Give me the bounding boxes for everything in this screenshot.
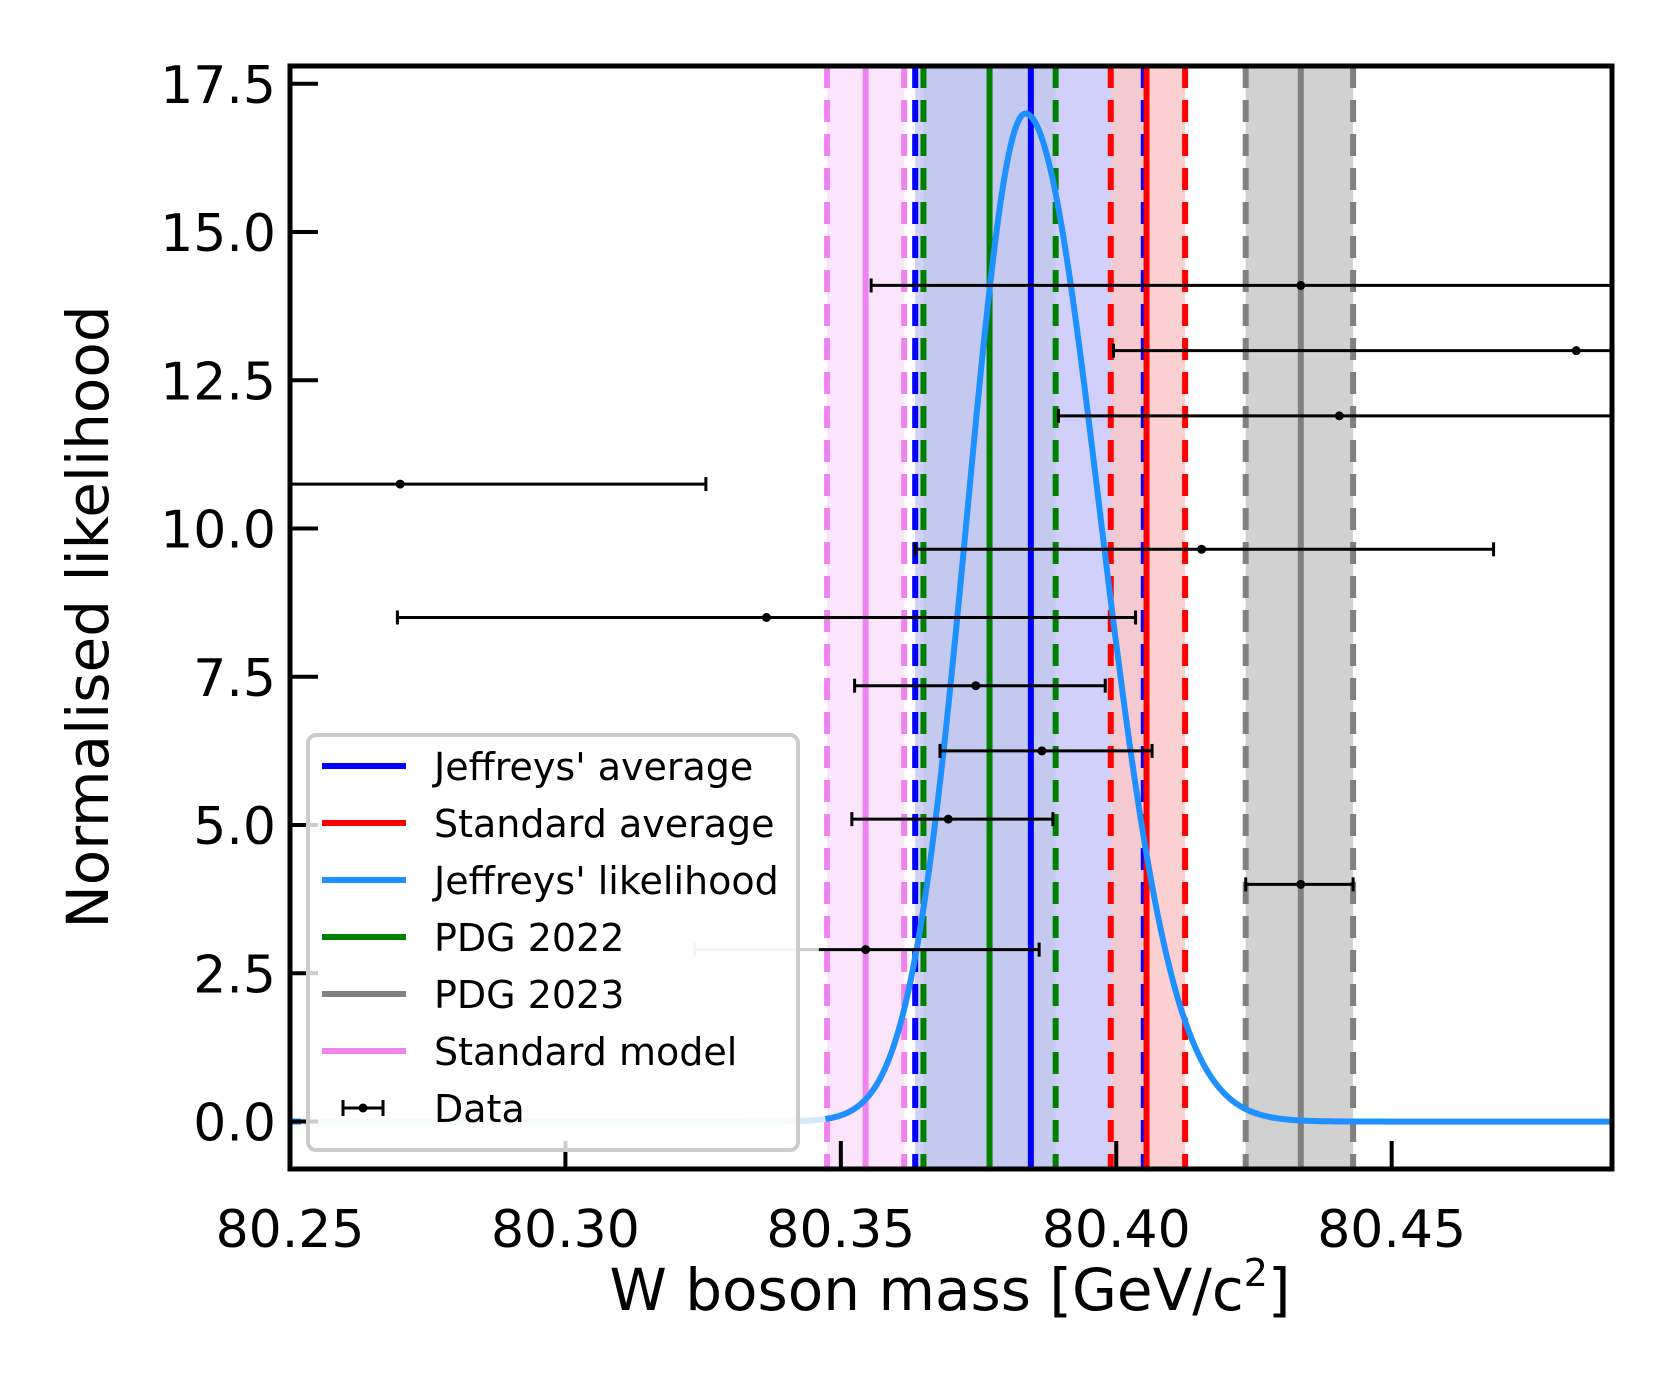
data-point-marker [861,945,871,955]
data-point-9 [850,812,1055,827]
axes: 80.25 80.30 80.35 80.40 80.45 0.0 2.5 5.0 7.5 10.… [160,56,1615,1260]
x-axis-label-superscript: 2 [1244,1251,1268,1295]
y-axis-label: Normalised likelihood [54,305,122,928]
data-point-5 [913,542,1496,557]
data-point-marker [395,479,405,489]
y-tick-label: 2.5 [193,945,276,1005]
y-tick-label: 10.0 [160,501,276,561]
data-points-layer [290,278,1612,957]
data-point-marker [1037,746,1047,756]
legend-label: Standard average [434,802,775,846]
legend-label: PDG 2023 [434,973,624,1017]
x-tick-label: 80.40 [1042,1200,1191,1260]
y-tick-label: 17.5 [160,56,276,116]
data-point-2 [1111,343,1612,358]
y-tick-label: 12.5 [160,352,276,412]
data-point-6 [395,610,1138,625]
data-point-4 [290,477,708,492]
plot-frame [287,63,1615,1172]
data-point-marker [1197,544,1207,554]
data-point-8 [938,743,1154,758]
x-tick-label: 80.25 [216,1200,365,1260]
legend-label: Data [434,1087,525,1131]
likelihood-curve [824,110,1612,1125]
data-point-marker [1571,346,1581,356]
data-point-7 [853,678,1107,693]
data-point-10 [1244,877,1355,892]
legend-entry-jeffreys-average: Jeffreys' average [322,745,753,789]
data-point-marker [761,613,771,622]
legend-entry-standard-average: Standard average [322,802,775,846]
data-point-marker [1296,280,1306,290]
y-tick-label: 5.0 [193,797,276,857]
legend-entry-data: Data [341,1087,525,1131]
legend-errorbar-marker [358,1103,368,1113]
x-tick-label: 80.35 [766,1200,915,1260]
legend-entry-pdg-2022: PDG 2022 [322,916,624,960]
x-tick-label: 80.45 [1317,1200,1466,1260]
y-tick-label: 15.0 [160,204,276,264]
y-tick-label: 0.0 [193,1094,276,1154]
data-point-marker [1296,879,1306,889]
data-point-marker [943,814,953,824]
data-point-3 [1056,408,1612,423]
legend-entry-pdg-2023: PDG 2023 [322,973,624,1017]
data-point-marker [1334,411,1344,421]
legend-box [306,733,800,1152]
legend-label: Jeffreys' likelihood [432,859,779,903]
legend-label: Standard model [434,1030,737,1074]
legend-entry-standard-model: Standard model [322,1030,737,1074]
legend-label: PDG 2022 [434,916,624,960]
legend-entry-jeffreys-likelihood: Jeffreys' likelihood [322,859,779,903]
legend-label: Jeffreys' average [432,745,753,789]
data-point-1 [869,278,1612,293]
data-point-marker [971,681,981,691]
x-tick-label: 80.30 [491,1200,640,1260]
y-tick-label: 7.5 [193,649,276,709]
x-axis-label: W boson mass [GeV/c2] [609,1251,1290,1324]
legend: Jeffreys' average Standard average Jeffrey… [306,733,800,1152]
